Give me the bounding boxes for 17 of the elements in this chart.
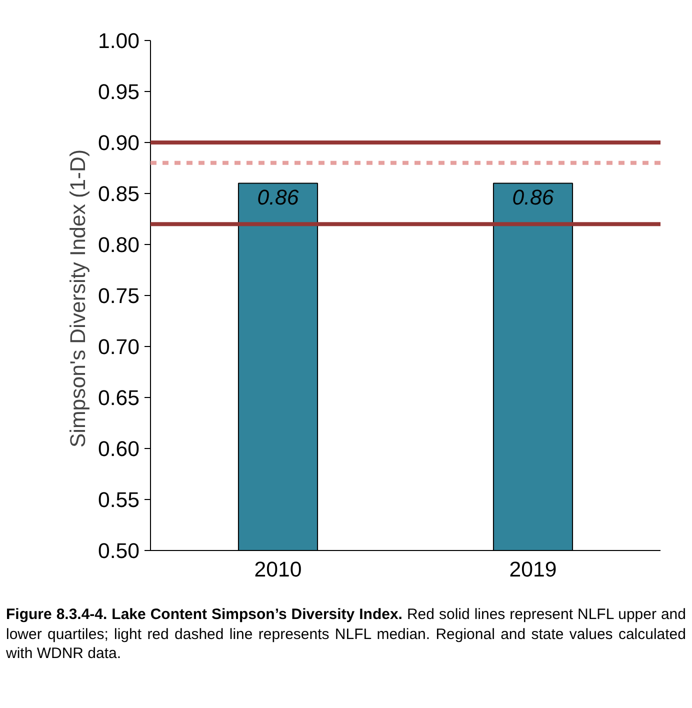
y-tick-label: 0.75 [98, 284, 140, 308]
y-tick-label: 0.60 [98, 437, 140, 461]
y-tick-label: 0.85 [98, 182, 140, 206]
text: Figure 8.3.4-4. Lake Content Simpson’s Diversity Index. [6, 606, 402, 623]
y-tick-label: 0.95 [98, 80, 140, 104]
data-label: 0.86 [512, 185, 554, 210]
y-tick-label: 0.65 [98, 386, 140, 410]
y-tick-label: 0.55 [98, 488, 140, 512]
y-axis-title: Simpson's Diversity Index (1-D) [66, 149, 90, 448]
y-tick-label: 1.00 [98, 29, 140, 53]
y-tick-label: 0.70 [98, 335, 140, 359]
y-tick-label: 0.90 [98, 131, 140, 155]
y-tick-label: 0.50 [98, 539, 140, 563]
data-label: 0.86 [257, 185, 299, 210]
x-tick-label: 2019 [509, 558, 557, 582]
y-tick-label: 0.80 [98, 233, 140, 257]
x-tick-label: 2010 [254, 558, 302, 582]
